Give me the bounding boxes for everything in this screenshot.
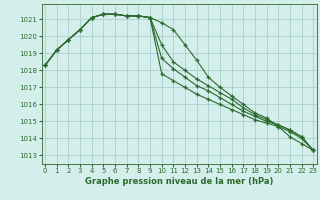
X-axis label: Graphe pression niveau de la mer (hPa): Graphe pression niveau de la mer (hPa) (85, 177, 273, 186)
